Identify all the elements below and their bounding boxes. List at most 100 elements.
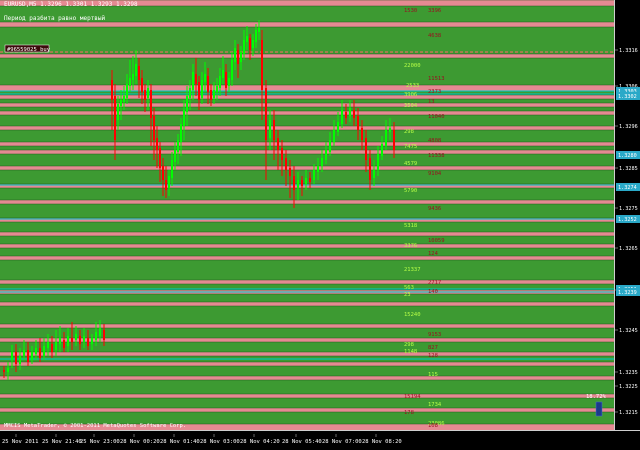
candle-up (234, 48, 236, 62)
candle-down (87, 338, 89, 346)
price-tick-label: 1.3275 (619, 206, 638, 212)
candle-down (237, 50, 239, 64)
candle-up (201, 80, 203, 98)
band-volume-label: 140 (428, 289, 438, 295)
band-volume-label: 3906 (404, 92, 417, 98)
price-level-marker (616, 87, 640, 95)
price-band (0, 280, 614, 284)
price-scale[interactable]: 1.33161.33061.32961.32851.32751.32651.32… (614, 0, 640, 430)
time-tick-label: 28 Nov 08:20 (362, 439, 402, 445)
candle-down (277, 138, 279, 150)
candle-down (261, 40, 263, 90)
candle-up (222, 70, 224, 78)
candle-up (91, 338, 93, 344)
price-tick-label: 1.3235 (619, 370, 638, 376)
candle-down (111, 80, 113, 100)
candle-down (150, 90, 152, 118)
price-band (0, 107, 614, 111)
price-scale-canvas: 1.33161.33061.32961.32851.32751.32651.32… (615, 48, 640, 416)
band-volume-label: 298 (404, 342, 414, 348)
candle-down (138, 66, 140, 80)
candle-up (129, 78, 131, 86)
candle-down (281, 148, 283, 160)
price-level-marker-label: 1.3252 (618, 217, 637, 223)
band-volume-label: 9104 (428, 171, 442, 177)
band-volume-label: 4638 (428, 33, 441, 39)
candle-up (317, 166, 319, 172)
candle-up (329, 140, 331, 152)
band-volume-label: 1734 (428, 402, 442, 408)
candle-up (337, 122, 339, 132)
price-tick-label: 1.3215 (619, 410, 638, 416)
price-tick-label: 1.3265 (619, 246, 638, 252)
price-band (0, 236, 614, 244)
price-band (0, 130, 614, 142)
candle-up (252, 40, 254, 48)
candle-down (265, 88, 267, 140)
candle-down (293, 176, 295, 190)
candle-down (345, 112, 347, 118)
order-tag-box[interactable] (4, 44, 50, 53)
candle-down (365, 138, 367, 160)
time-tick-label: 25 Nov 23:00 (80, 439, 120, 445)
chart-area[interactable]: #96559025 buy 1530 3396 4638 22000 11513 2533 2… (0, 0, 614, 430)
candle-down (369, 158, 371, 180)
band-volume-label: 10059 (428, 238, 445, 244)
price-band (0, 142, 614, 146)
band-volume-label: 298 (404, 129, 414, 135)
candle-down (162, 166, 164, 180)
band-volume-label: 9153 (428, 332, 441, 338)
candle-up (132, 74, 134, 80)
candle-down (114, 96, 116, 140)
band-volume-label: 13 (428, 99, 435, 105)
candle-down (27, 350, 29, 362)
price-band (0, 244, 614, 248)
time-tick-label: 25 Nov 2011 (2, 439, 38, 445)
candle-up (186, 96, 188, 112)
candle-up (31, 352, 33, 360)
candle-down (273, 120, 275, 140)
candle-up (67, 336, 69, 346)
price-band (0, 99, 614, 103)
price-band (0, 204, 614, 218)
candle-up (43, 346, 45, 356)
candle-up (216, 86, 218, 92)
band-volume-label: 9436 (428, 206, 441, 212)
candle-down (225, 72, 227, 88)
candle-down (393, 130, 395, 150)
band-volume-label: 15240 (404, 312, 421, 318)
candle-down (198, 82, 200, 100)
price-tick-label: 1.3316 (619, 48, 638, 54)
candle-up (19, 356, 21, 364)
price-band (0, 256, 614, 260)
candle-down (309, 178, 311, 182)
band-volume-label: 23086 (428, 421, 445, 427)
price-band (0, 412, 614, 424)
candle-up (95, 332, 97, 340)
candle-up (7, 368, 9, 372)
price-band (0, 342, 614, 352)
time-scale[interactable]: 25 Nov 2011 25 Nov 21:40 25 Nov 23:00 28 No… (0, 430, 640, 445)
price-band (0, 306, 614, 324)
price-band (0, 328, 614, 338)
candle-down (353, 110, 355, 118)
price-band (0, 170, 614, 184)
band-volume-label: 11040 (428, 114, 445, 120)
price-band (0, 376, 614, 380)
candle-down (15, 352, 17, 364)
band-volume-label: 3396 (428, 8, 441, 14)
band-volume-label: 4808 (428, 138, 441, 144)
order-tag[interactable]: #96559025 buy (7, 47, 51, 53)
candle-up (99, 328, 101, 336)
info-box-value: 18.72% (586, 394, 607, 400)
price-tick-label: 1.3225 (619, 384, 638, 390)
price-band (0, 394, 614, 398)
candle-down (361, 128, 363, 140)
candle-up (174, 150, 176, 162)
band-volume-label: 563 (404, 285, 414, 291)
candle-up (35, 348, 37, 354)
price-band (0, 294, 614, 302)
candle-up (204, 74, 206, 82)
price-level-marker (616, 288, 640, 296)
